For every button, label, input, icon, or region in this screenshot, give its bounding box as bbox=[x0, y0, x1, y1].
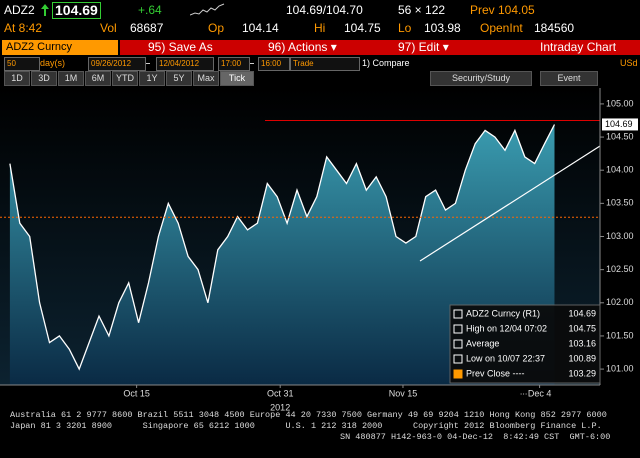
period-button[interactable]: 1Y bbox=[139, 71, 165, 86]
period-button[interactable]: 5Y bbox=[166, 71, 192, 86]
op-label: Op bbox=[208, 21, 225, 35]
last-price-label: 104.69 bbox=[605, 119, 633, 129]
footer-line: Japan 81 3 3201 8900 Singapore 65 6212 1… bbox=[10, 421, 602, 431]
legend-value: 104.69 bbox=[568, 308, 596, 318]
y-tick-label: 104.50 bbox=[606, 131, 634, 141]
footer-line: SN 480877 H142-963-0 04-Dec-12 8:42:49 C… bbox=[340, 432, 611, 442]
dash bbox=[146, 63, 150, 64]
chart: 101.00 101.50 102.00 102.50 103.00 103.50 104.… bbox=[0, 88, 638, 412]
bid-ask: 104.69/104.70 bbox=[286, 3, 363, 17]
toolbar-button[interactable]: 97) Edit ▾ bbox=[398, 40, 449, 54]
up-arrow bbox=[41, 4, 49, 16]
security-box[interactable]: ADZ2 Curncy bbox=[2, 40, 118, 55]
legend-box bbox=[449, 304, 601, 384]
dash bbox=[250, 63, 254, 64]
year-label: 2012 bbox=[270, 402, 290, 412]
tool-button[interactable]: Event bbox=[540, 71, 598, 86]
start-date[interactable]: 09/26/2012 bbox=[88, 57, 146, 71]
legend-name: Prev Close ---- bbox=[466, 368, 525, 378]
y-tick-label: 102.00 bbox=[606, 297, 634, 307]
x-tick-label: Nov 15 bbox=[389, 388, 418, 398]
field[interactable]: Trade bbox=[290, 57, 360, 71]
compare[interactable]: 1) Compare bbox=[362, 58, 410, 68]
size: 56 × 122 bbox=[398, 3, 446, 17]
y-tick-label: 103.50 bbox=[606, 198, 634, 208]
legend-symbol bbox=[453, 354, 463, 364]
ellipsis: ... bbox=[520, 386, 528, 396]
oi-label: OpenInt bbox=[480, 21, 523, 35]
hi: 104.75 bbox=[344, 21, 381, 35]
legend-value: 104.75 bbox=[568, 323, 596, 333]
y-tick-label: 101.00 bbox=[606, 363, 634, 373]
period-button[interactable]: 1D bbox=[4, 71, 30, 86]
x-tick-label: Oct 31 bbox=[267, 388, 294, 398]
y-tick-label: 102.50 bbox=[606, 264, 634, 274]
area bbox=[9, 124, 555, 385]
lo: 103.98 bbox=[424, 21, 461, 35]
legend-name: Low on 10/07 22:37 bbox=[466, 353, 545, 363]
prev: Prev 104.05 bbox=[470, 3, 535, 17]
at: At 8:42 bbox=[4, 21, 43, 35]
legend-name: High on 12/04 07:02 bbox=[466, 323, 547, 333]
vol-label: Vol bbox=[100, 21, 117, 35]
legend-value: 103.16 bbox=[568, 338, 596, 348]
toolbar-title: Intraday Chart bbox=[540, 40, 617, 54]
legend-symbol bbox=[453, 309, 463, 319]
y-tick-label: 105.00 bbox=[606, 98, 634, 108]
y-tick-label: 101.50 bbox=[606, 330, 634, 340]
legend-symbol bbox=[453, 339, 463, 349]
days[interactable]: 50 bbox=[4, 57, 40, 71]
change: +.64 bbox=[138, 3, 162, 17]
currency: USd bbox=[620, 58, 638, 68]
last-price: 104.69 bbox=[52, 2, 101, 19]
days-unit: day(s) bbox=[40, 58, 66, 68]
legend-symbol bbox=[453, 324, 463, 334]
y-tick-label: 104.00 bbox=[606, 165, 634, 175]
period-button[interactable]: Max bbox=[193, 71, 219, 86]
period-button[interactable]: Tick bbox=[220, 71, 254, 86]
period-button[interactable]: YTD bbox=[112, 71, 138, 86]
legend-name: Average bbox=[466, 338, 499, 348]
legend-name: ADZ2 Curncy (R1) bbox=[466, 308, 540, 318]
trend-line bbox=[419, 145, 601, 262]
op: 104.14 bbox=[242, 21, 279, 35]
period-button[interactable]: 1M bbox=[58, 71, 84, 86]
last-price-box bbox=[602, 118, 638, 131]
legend-symbol bbox=[453, 369, 463, 379]
tool-button[interactable]: Security/Study bbox=[430, 71, 532, 86]
start-time[interactable]: 17:00 bbox=[218, 57, 250, 71]
oi: 184560 bbox=[534, 21, 575, 35]
end-time[interactable]: 16:00 bbox=[258, 57, 290, 71]
x-tick-label: Dec 4 bbox=[528, 388, 552, 398]
end-date[interactable]: 12/04/2012 bbox=[156, 57, 214, 71]
sparkline bbox=[190, 3, 225, 16]
legend-value: 103.29 bbox=[568, 368, 596, 378]
toolbar-button[interactable]: 95) Save As bbox=[148, 40, 213, 54]
period-button[interactable]: 3D bbox=[31, 71, 57, 86]
y-tick-label: 103.00 bbox=[606, 231, 634, 241]
footer-line: Australia 61 2 9777 8600 Brazil 5511 304… bbox=[10, 410, 607, 420]
price-line bbox=[9, 124, 556, 371]
vol: 68687 bbox=[130, 21, 164, 35]
period-button[interactable]: 6M bbox=[85, 71, 111, 86]
lo-label: Lo bbox=[398, 21, 412, 35]
toolbar-button[interactable]: 96) Actions ▾ bbox=[268, 40, 337, 54]
ticker: ADZ2 bbox=[4, 3, 35, 17]
x-tick-label: Oct 15 bbox=[123, 388, 150, 398]
red-toolbar bbox=[120, 40, 640, 55]
hi-label: Hi bbox=[314, 21, 326, 35]
legend-value: 100.89 bbox=[568, 353, 596, 363]
